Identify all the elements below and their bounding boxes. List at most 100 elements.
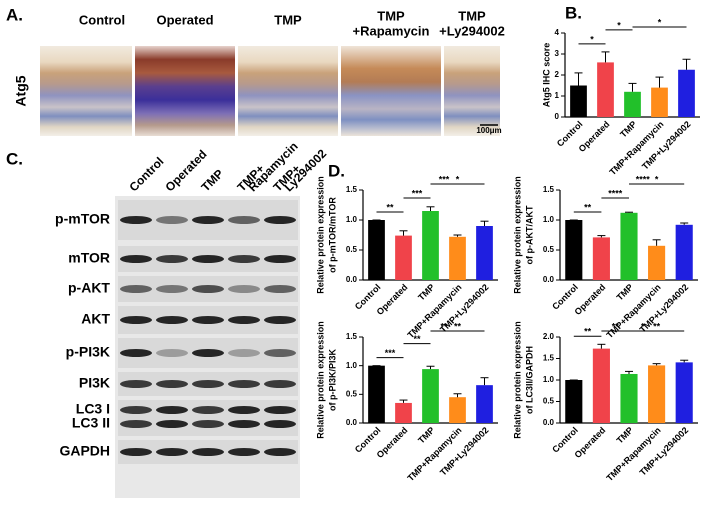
y-tick-label: 0.0 (346, 418, 358, 427)
y-tick-label: 0.5 (543, 245, 555, 254)
significance-label: *** (412, 188, 423, 198)
blot-row-label: p-mTOR (55, 211, 110, 227)
blot-band (264, 349, 296, 357)
column-label: Operated (156, 12, 213, 27)
image (444, 46, 500, 136)
y-tick-label: 0.5 (543, 397, 555, 406)
blot-band (156, 285, 188, 293)
significance-label: **** (636, 174, 651, 184)
blot-band (192, 316, 224, 324)
blot-band (264, 216, 296, 224)
x-tick-label: TMP (416, 282, 437, 303)
significance-label: * (655, 174, 659, 184)
image (341, 46, 441, 136)
blot-row-label: PI3K (79, 375, 110, 391)
blot-band (120, 316, 152, 324)
y-axis-label: of LC3II/GAPDH (524, 346, 534, 414)
panel-label: D. (328, 161, 345, 180)
y-tick-label: 1.5 (543, 354, 555, 363)
bar (476, 385, 493, 423)
bar (476, 226, 493, 280)
blot-band (192, 448, 224, 456)
panel-label: B. (565, 3, 582, 22)
bar (368, 220, 385, 280)
y-tick-label: 0.0 (543, 418, 555, 427)
significance-label: **** (608, 188, 623, 198)
blot-row-label: p-AKT (68, 280, 110, 296)
y-axis-label: Atg5 IHC score (541, 43, 551, 108)
bar (395, 235, 412, 280)
blot-band (228, 255, 260, 263)
significance-label: * (617, 20, 621, 30)
y-tick-label: 3 (555, 49, 560, 58)
blot-band (156, 420, 188, 428)
x-tick-label: TMP (615, 425, 636, 446)
bar (422, 211, 439, 280)
blot-band (264, 316, 296, 324)
y-axis-label: of p-mTOR/mTOR (327, 197, 337, 273)
y-tick-label: 1.5 (346, 185, 358, 194)
blot-band (192, 406, 224, 414)
bar (678, 69, 695, 117)
y-tick-label: 1 (555, 91, 560, 100)
blot-band (120, 380, 152, 388)
x-tick-label: TMP+Ly294002 (638, 282, 691, 335)
x-tick-label: TMP (618, 119, 639, 140)
y-tick-label: 0.5 (346, 389, 358, 398)
y-tick-label: 0.5 (346, 245, 358, 254)
bar (651, 87, 668, 117)
bar (395, 402, 412, 423)
y-axis-label: of p-AKT/AKT (524, 205, 534, 264)
column-label: Control (79, 12, 125, 27)
blot-band (264, 448, 296, 456)
blot-band (192, 285, 224, 293)
blot-band (264, 406, 296, 414)
panel-label: A. (6, 5, 23, 24)
blot-band (228, 216, 260, 224)
blot-band (156, 316, 188, 324)
blot-band (192, 420, 224, 428)
western-blot (115, 196, 300, 498)
significance-label: ** (584, 327, 592, 337)
y-tick-label: 2.0 (543, 332, 555, 341)
blot-band (264, 380, 296, 388)
y-tick-label: 1.0 (543, 375, 555, 384)
bar (675, 224, 693, 280)
significance-label: *** (385, 348, 396, 358)
blot-band (156, 216, 188, 224)
blot-band (192, 380, 224, 388)
blot-band (156, 255, 188, 263)
blot-band (120, 216, 152, 224)
scale-bar-label: 100μm (476, 126, 501, 135)
lane-label: Control (126, 154, 166, 194)
blot-strip (118, 400, 298, 436)
y-tick-label: 1.0 (543, 215, 555, 224)
x-tick-label: TMP (615, 282, 636, 303)
bar (565, 380, 583, 423)
bar (592, 237, 610, 280)
image (135, 46, 235, 136)
blot-band (120, 285, 152, 293)
blot-band (156, 448, 188, 456)
blot-band (264, 285, 296, 293)
image (40, 46, 132, 136)
significance-label: ** (386, 202, 394, 212)
y-tick-label: 1.0 (346, 215, 358, 224)
blot-band (156, 406, 188, 414)
y-tick-label: 0.0 (346, 275, 358, 284)
y-axis-label: Relative protein expression (512, 321, 522, 439)
y-axis-label: of p-PI3K/PI3K (327, 349, 337, 412)
bar (449, 236, 466, 280)
significance-label: ** (454, 321, 462, 331)
blot-row-label: AKT (81, 311, 110, 327)
y-tick-label: 4 (555, 28, 560, 37)
bar (565, 220, 583, 280)
column-label: TMP (458, 8, 486, 23)
bar (449, 397, 466, 423)
bar (624, 91, 641, 117)
blot-band (120, 420, 152, 428)
blot-band (120, 349, 152, 357)
blot-band (228, 380, 260, 388)
blot-band (264, 255, 296, 263)
blot-band (228, 349, 260, 357)
